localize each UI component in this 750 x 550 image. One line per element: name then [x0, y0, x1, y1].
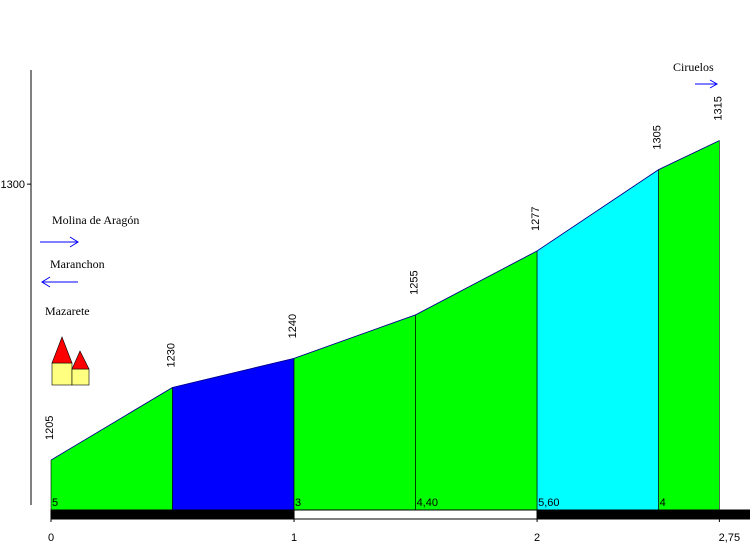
- elevation-label: 1230: [166, 343, 178, 367]
- annotation: Molina de Aragón: [52, 213, 139, 227]
- annotation: Ciruelos: [673, 60, 714, 74]
- arrow-right: [40, 236, 79, 248]
- arrow-right: [695, 79, 719, 89]
- x-tick-label: 1: [291, 532, 297, 544]
- elevation-label: 1205: [44, 416, 56, 440]
- village-icon: [51, 336, 90, 386]
- distance-bar: [536, 509, 750, 520]
- x-tick-label: 2,75: [719, 532, 740, 544]
- y-tick-label: 1300: [1, 179, 25, 191]
- segment: [172, 358, 295, 511]
- segment: [415, 250, 538, 511]
- elevation-label: 1240: [287, 314, 299, 338]
- elevation-label: 1277: [530, 206, 542, 230]
- x-tick-label: 0: [48, 532, 54, 544]
- gradient-label: 5: [52, 497, 58, 509]
- arrow-left: [41, 276, 78, 288]
- elevation-label: 1315: [712, 96, 724, 120]
- elevation-label: 1255: [409, 270, 421, 294]
- gradient-label: 4: [660, 497, 666, 509]
- gradient-label: 4,40: [417, 497, 438, 509]
- gradient-label: 5,60: [538, 497, 559, 509]
- annotation: Maranchon: [50, 257, 105, 271]
- elevation-label: 1305: [652, 125, 664, 149]
- segment: [536, 169, 659, 511]
- segment: [293, 314, 416, 511]
- segment: [658, 140, 720, 511]
- distance-bar: [293, 509, 538, 520]
- gradient-label: 3: [295, 497, 301, 509]
- profile-line: [50, 140, 720, 461]
- distance-bar: [50, 509, 295, 520]
- annotation: Mazarete: [45, 304, 90, 318]
- x-tick-label: 2: [534, 532, 540, 544]
